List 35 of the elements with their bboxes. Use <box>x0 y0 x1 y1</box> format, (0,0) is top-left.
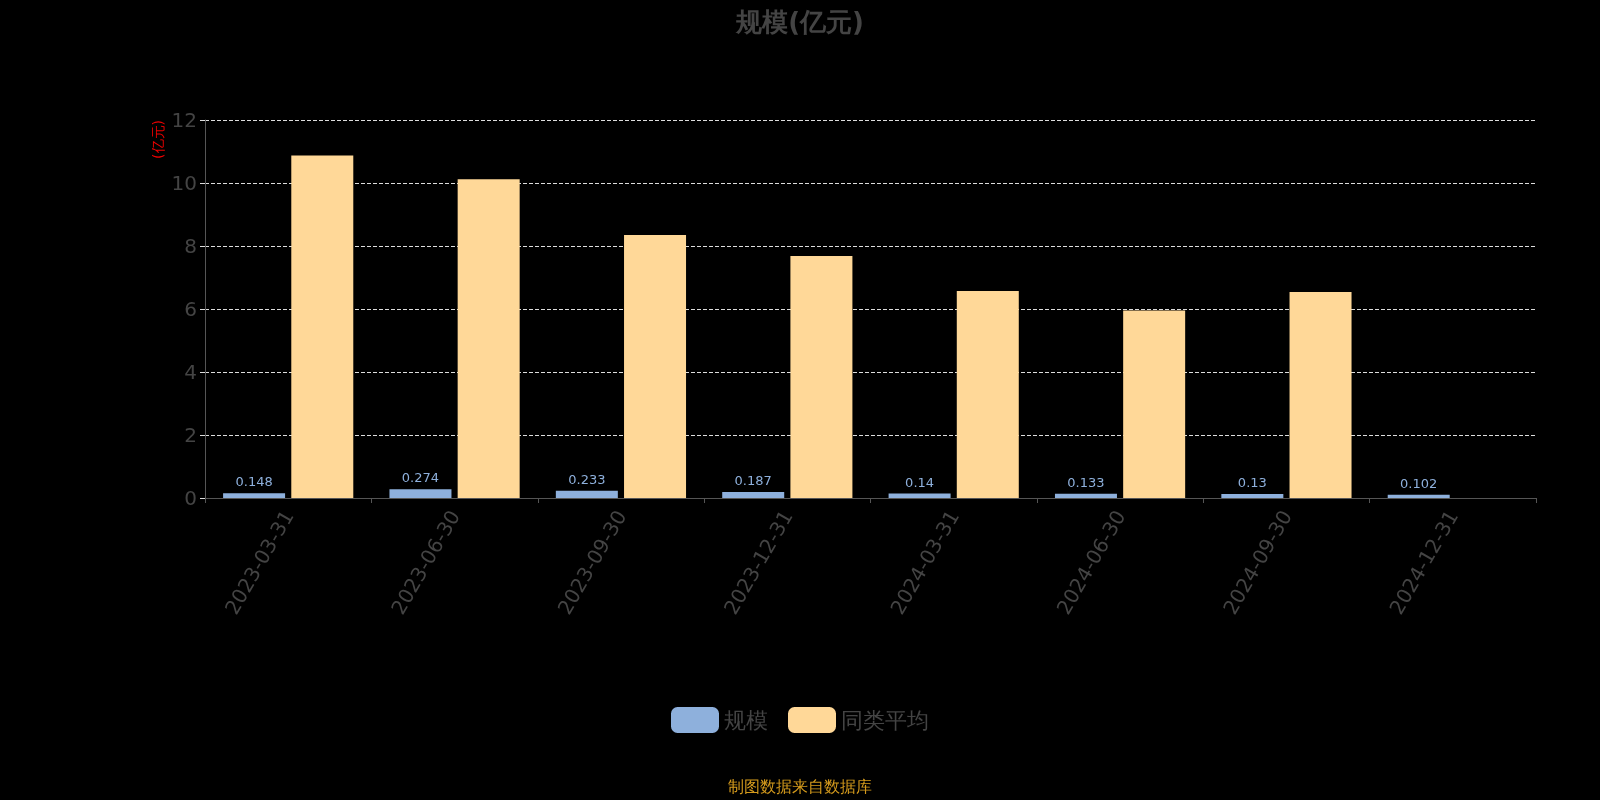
data-label: 0.102 <box>1400 475 1438 491</box>
data-label: 0.148 <box>235 474 273 490</box>
bar <box>624 234 687 498</box>
data-label: 0.187 <box>734 473 772 489</box>
bar <box>457 179 520 498</box>
data-label: 0.13 <box>1237 474 1267 490</box>
bar <box>389 489 452 498</box>
bar <box>1387 494 1450 498</box>
bar <box>1221 493 1284 498</box>
bar <box>1054 493 1117 498</box>
text: 制图数据来自数据库 <box>728 776 872 796</box>
y-tick-label: 12 <box>171 108 197 132</box>
y-tick-label: 8 <box>184 234 197 258</box>
legend-label: 规模 <box>724 707 768 733</box>
bar <box>722 492 785 498</box>
data-label: 0.133 <box>1067 474 1105 490</box>
y-tick-label: 6 <box>184 297 197 321</box>
bar <box>888 493 951 498</box>
chart-title: 规模(亿元) <box>735 7 864 37</box>
y-tick-label: 0 <box>184 486 197 510</box>
bar <box>790 256 853 498</box>
bar <box>956 291 1019 498</box>
y-tick-label: 4 <box>184 360 197 384</box>
bar <box>223 493 286 498</box>
bar <box>555 490 618 498</box>
data-label: 0.274 <box>401 470 440 486</box>
bar <box>291 155 354 498</box>
data-label: 0.233 <box>568 471 606 487</box>
legend-label: 同类平均 <box>841 707 929 733</box>
bar <box>1289 291 1352 498</box>
bar <box>1123 310 1186 498</box>
y-tick-label: 10 <box>171 171 197 195</box>
data-label: 0.14 <box>905 474 935 490</box>
y-axis-title: (亿元) <box>150 120 166 159</box>
y-tick-label: 2 <box>184 423 197 447</box>
